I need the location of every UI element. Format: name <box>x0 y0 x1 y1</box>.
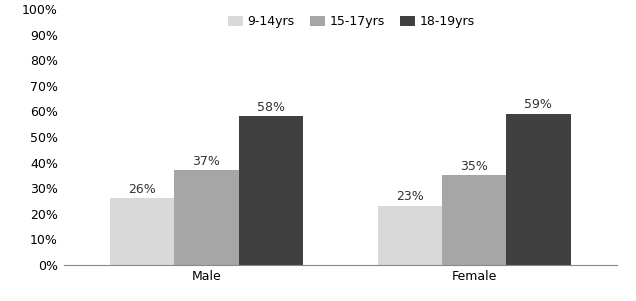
Text: 58%: 58% <box>257 101 285 114</box>
Bar <box>378 206 442 265</box>
Bar <box>506 114 570 265</box>
Bar <box>238 116 303 265</box>
Legend: 9-14yrs, 15-17yrs, 18-19yrs: 9-14yrs, 15-17yrs, 18-19yrs <box>228 15 475 28</box>
Bar <box>442 175 506 265</box>
Text: 35%: 35% <box>460 160 488 173</box>
Bar <box>110 198 174 265</box>
Bar <box>174 170 238 265</box>
Text: 23%: 23% <box>396 191 424 203</box>
Text: 26%: 26% <box>128 183 156 196</box>
Text: 59%: 59% <box>525 98 552 111</box>
Text: 37%: 37% <box>193 155 220 168</box>
